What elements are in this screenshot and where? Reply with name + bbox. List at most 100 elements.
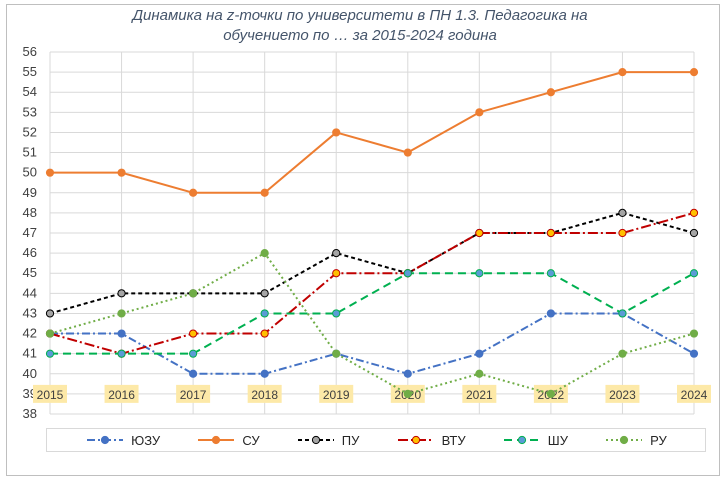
data-point (403, 369, 412, 378)
series-lines (49, 71, 695, 395)
x-tick-label-bg (677, 384, 711, 403)
legend-item: ВТУ (396, 433, 466, 448)
y-tick-label: 51 (23, 145, 37, 160)
data-point (618, 228, 627, 238)
data-point (618, 68, 627, 77)
x-tick-label: 2016 (108, 388, 135, 402)
data-point (260, 369, 269, 378)
data-point (260, 309, 269, 318)
legend-item: ПУ (296, 432, 360, 448)
data-point (117, 309, 126, 318)
legend-item: СУ (196, 432, 260, 448)
y-tick-label: 40 (23, 366, 37, 381)
data-point (475, 269, 484, 278)
series-line-5 (50, 272, 695, 355)
legend-label: ПУ (341, 432, 360, 448)
x-tick-label: 2021 (466, 388, 493, 402)
chart-title-line-2: обучението по … за 2015-2024 година (223, 27, 497, 44)
y-tick-label: 38 (23, 406, 37, 421)
y-tick-label: 55 (23, 64, 37, 79)
chart-legend: ЮЗУ СУ ПУ ВТУ ШУ РУ (46, 428, 706, 452)
data-point (618, 349, 627, 358)
data-point (332, 269, 341, 278)
legend-item: РУ (604, 433, 667, 448)
y-tick-label: 46 (23, 245, 37, 260)
y-tick-label: 48 (23, 205, 37, 220)
data-point (332, 349, 341, 358)
y-tick-label: 43 (23, 305, 37, 320)
legend-swatch (397, 435, 434, 445)
data-point (189, 329, 198, 338)
x-tick-label: 2019 (323, 388, 350, 402)
series-line-2 (50, 71, 694, 194)
data-point (260, 329, 269, 338)
data-point (689, 208, 699, 217)
legend-swatch (503, 435, 540, 445)
x-tick-label-bg (104, 384, 139, 403)
data-point (689, 329, 699, 338)
data-point (117, 349, 126, 358)
legend-label: ЮЗУ (131, 432, 161, 448)
data-point (546, 269, 555, 278)
data-point (546, 389, 555, 398)
data-point (475, 369, 484, 378)
y-tick-label: 50 (23, 165, 37, 180)
data-point (618, 208, 627, 217)
legend-swatch (198, 435, 235, 445)
data-point (260, 289, 269, 298)
data-point (689, 349, 699, 358)
chart-title-line-1: Динамика на z-точки по университети в ПН… (132, 7, 588, 24)
x-tick-label-bg (176, 384, 211, 403)
data-point (189, 369, 198, 378)
x-tick-label: 2018 (251, 388, 278, 402)
data-point (475, 108, 484, 117)
y-tick-label: 56 (23, 44, 37, 59)
data-point (689, 228, 699, 238)
legend-swatch (606, 435, 643, 445)
data-point (189, 188, 198, 197)
legend-label: ШУ (547, 432, 568, 448)
data-point (260, 249, 269, 258)
data-point (332, 249, 341, 258)
data-point (546, 309, 555, 318)
y-tick-label: 47 (23, 225, 37, 240)
x-tick-label: 2024 (681, 388, 708, 402)
x-tick-label-bg (33, 384, 67, 403)
data-point (403, 269, 412, 278)
y-tick-label: 44 (23, 285, 37, 300)
data-point (475, 349, 484, 358)
data-point (546, 88, 555, 97)
legend-label: РУ (650, 432, 667, 448)
data-point (45, 168, 55, 177)
data-point (189, 349, 198, 358)
data-point (45, 329, 55, 338)
series-line-3 (49, 211, 695, 315)
legend-swatch (297, 435, 334, 445)
chart-title: Динамика на z-точки по университети в ПН… (100, 6, 620, 46)
x-tick-label: 2023 (609, 388, 636, 402)
data-point (117, 168, 126, 177)
x-tick-label: 2017 (180, 388, 207, 402)
data-point (189, 289, 198, 298)
legend-swatch (87, 435, 124, 445)
data-point (475, 228, 484, 238)
data-point (117, 289, 126, 298)
data-point (332, 128, 341, 137)
y-tick-label: 52 (23, 124, 37, 139)
series-markers (45, 68, 699, 398)
x-tick-label-bg (319, 384, 354, 403)
y-tick-label: 41 (23, 346, 37, 361)
legend-item: ШУ (502, 433, 568, 448)
legend-label: СУ (242, 432, 260, 448)
y-tick-label: 42 (23, 326, 37, 341)
data-point (618, 309, 627, 318)
data-point (403, 148, 412, 157)
series-line-4 (49, 211, 695, 355)
y-tick-label: 49 (23, 185, 37, 200)
legend-label: ВТУ (441, 432, 466, 448)
data-point (403, 389, 412, 398)
data-point (260, 188, 269, 197)
series-line-6 (49, 252, 695, 395)
